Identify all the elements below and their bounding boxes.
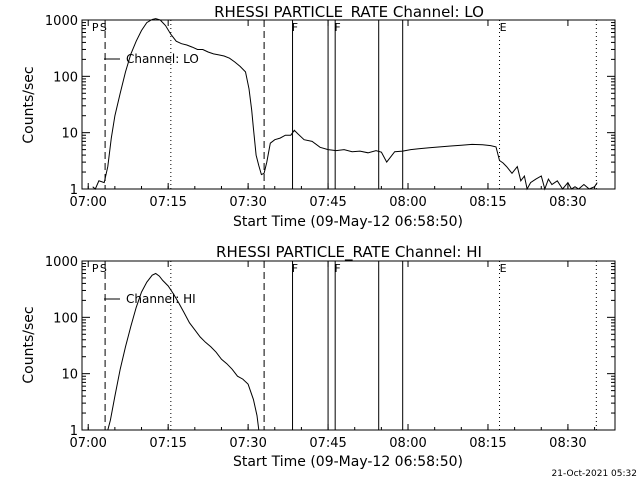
hi-channel-panel: RHESSI PARTICLE_RATE Channel: HI Counts/… — [21, 243, 616, 470]
y-tick-label: 1 — [70, 424, 78, 439]
flag-label: F — [334, 21, 340, 34]
legend-label: Channel: LO — [126, 52, 199, 66]
y-axis-label: Counts/sec — [21, 306, 37, 383]
y-tick-label: 1000 — [45, 255, 78, 270]
chart-marks: 07:00 07:15 07:30 07:45 08:00 08:15 08:30 1 10 10… — [45, 255, 615, 451]
flag-label: F — [292, 262, 298, 275]
x-tick-label: 08:15 — [469, 195, 506, 210]
x-tick-label: 07:00 — [69, 436, 106, 451]
x-tick-label: 07:30 — [229, 436, 266, 451]
y-tick-label: 1 — [70, 183, 78, 198]
flag-label: E — [500, 21, 507, 34]
flag-label: E — [500, 262, 507, 275]
y-tick-label: 10 — [61, 127, 78, 142]
flag-label: P — [92, 262, 99, 275]
x-tick-label: 07:15 — [149, 436, 186, 451]
x-tick-label: 07:00 — [69, 195, 106, 210]
x-tick-label: 07:45 — [309, 436, 346, 451]
x-tick-label: 07:30 — [229, 195, 266, 210]
x-axis-label: Start Time (09-May-12 06:58:50) — [233, 454, 463, 470]
y-tick-label: 100 — [53, 311, 78, 326]
footer-timestamp: 21-Oct-2021 05:32 — [552, 469, 637, 479]
legend-label: Channel: HI — [126, 292, 196, 306]
x-tick-label: 07:45 — [309, 195, 346, 210]
x-axis-label: Start Time (09-May-12 06:58:50) — [233, 214, 463, 230]
chart-marks: 07:00 07:15 07:30 07:45 08:00 08:15 08:30 1 10 10… — [45, 14, 615, 210]
y-tick-label: 10 — [61, 368, 78, 383]
y-tick-label: 100 — [53, 70, 78, 85]
series-line — [107, 272, 260, 431]
x-tick-label: 08:00 — [389, 436, 426, 451]
legend: Channel: HI — [104, 292, 196, 306]
x-tick-label: 08:15 — [469, 436, 506, 451]
flag-label: S — [100, 262, 107, 275]
flag-label: F — [292, 21, 298, 34]
chart-title: RHESSI PARTICLE_RATE Channel: LO — [214, 3, 484, 22]
plot-frame — [81, 260, 616, 431]
x-tick-label: 08:00 — [389, 195, 426, 210]
series-line — [92, 18, 598, 191]
flag-label: F — [334, 262, 340, 275]
plot-frame — [81, 19, 616, 190]
y-axis-label: Counts/sec — [21, 66, 37, 143]
x-tick-label: 07:15 — [149, 195, 186, 210]
flag-label: S — [100, 21, 107, 34]
flag-label: P — [92, 21, 99, 34]
legend: Channel: LO — [104, 52, 199, 66]
chart-title: RHESSI PARTICLE_RATE Channel: HI — [216, 243, 482, 262]
y-tick-label: 1000 — [45, 14, 78, 29]
x-tick-label: 08:30 — [549, 436, 586, 451]
lo-channel-panel: RHESSI PARTICLE_RATE Channel: LO Counts/… — [21, 3, 616, 230]
x-tick-label: 08:30 — [549, 195, 586, 210]
